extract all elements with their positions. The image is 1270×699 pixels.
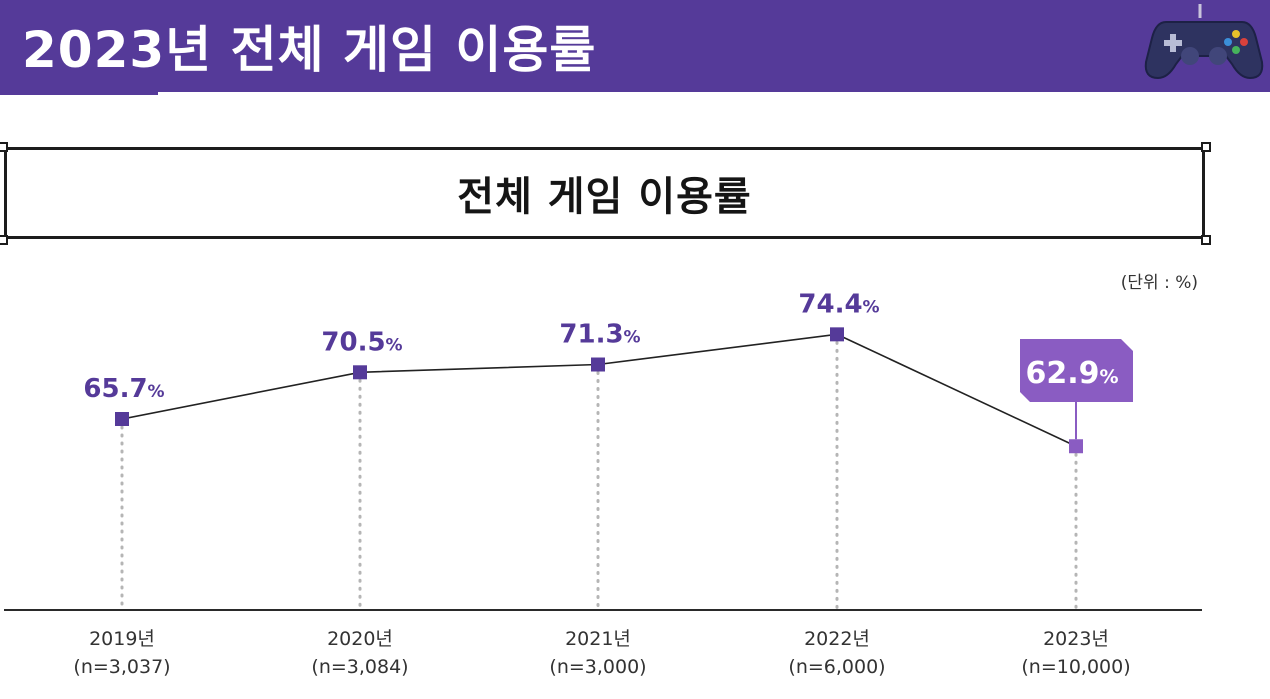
data-label: 70.5% (321, 327, 402, 357)
unit-note: (단위 : %) (1120, 273, 1198, 293)
data-point (1069, 439, 1083, 454)
resize-handle (0, 235, 8, 245)
x-tick-label: 2019년 (89, 628, 155, 650)
data-point (115, 412, 129, 426)
data-label: 71.3% (559, 320, 640, 350)
data-label: 62.9% (1025, 356, 1118, 391)
x-tick-label: 2020년 (327, 628, 393, 650)
data-point (353, 365, 367, 380)
sample-size-label: (n=10,000) (1021, 656, 1130, 678)
header-banner: 2023년 전체 게임 이용률 (0, 0, 1270, 92)
gamepad-icon (1144, 4, 1264, 80)
x-tick-label: 2023년 (1043, 628, 1109, 650)
highlight-label-box (1020, 339, 1133, 402)
resize-handle (1201, 142, 1211, 152)
sample-size-label: (n=3,084) (311, 656, 408, 678)
page-title: 2023년 전체 게임 이용률 (22, 21, 597, 79)
resize-handle (0, 142, 8, 152)
data-point (830, 327, 844, 342)
data-label: 65.7% (83, 374, 164, 404)
sample-size-label: (n=3,000) (549, 656, 646, 678)
sample-size-label: (n=3,037) (73, 656, 170, 678)
data-label: 74.4% (798, 289, 879, 319)
banner-underline (0, 92, 158, 95)
data-point (591, 357, 605, 372)
x-tick-label: 2022년 (804, 628, 870, 650)
sample-size-label: (n=6,000) (788, 656, 885, 678)
x-tick-label: 2021년 (565, 628, 631, 650)
resize-handle (1201, 235, 1211, 245)
chart-title: 전체 게임 이용률 (457, 174, 752, 220)
chart-title-box: 전체 게임 이용률 (4, 147, 1205, 239)
